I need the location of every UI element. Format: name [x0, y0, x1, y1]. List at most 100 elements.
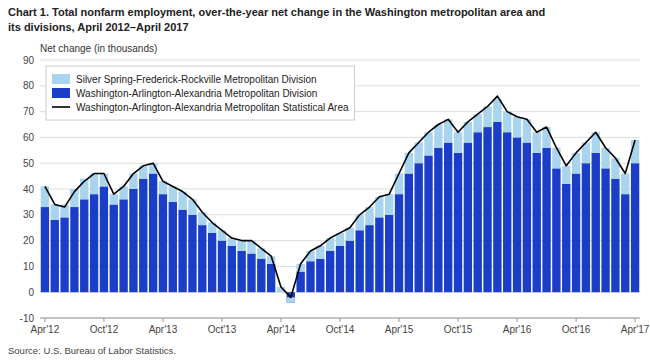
y-tick-label: 10 [23, 261, 35, 272]
bar [110, 204, 118, 292]
y-tick-label: 80 [23, 80, 35, 91]
y-tick-label: 40 [23, 184, 35, 195]
legend-label: Washington-Arlington-Alexandria Metropol… [76, 88, 317, 99]
bar [405, 153, 413, 174]
bar [80, 199, 88, 292]
bar [306, 251, 314, 261]
bar [621, 194, 629, 292]
bar [552, 168, 560, 292]
bar [611, 158, 619, 179]
bar [582, 163, 590, 292]
bar [41, 207, 49, 292]
bar [424, 155, 432, 292]
bar [267, 264, 275, 292]
bar [454, 153, 462, 292]
x-tick [44, 318, 45, 322]
y-tick-label: 0 [28, 287, 34, 298]
legend-label: Washington-Arlington-Alexandria Metropol… [76, 102, 349, 113]
x-tick-label: Apr'17 [621, 324, 650, 335]
legend-swatch [52, 74, 70, 84]
bar [178, 210, 186, 293]
bar [90, 194, 98, 292]
bar [355, 215, 363, 230]
legend-box [46, 66, 355, 120]
bar [188, 215, 196, 292]
bar [336, 246, 344, 292]
bar [316, 259, 324, 293]
bar [237, 241, 245, 251]
bar [572, 174, 580, 293]
y-tick-label: 20 [23, 235, 35, 246]
bar [444, 143, 452, 293]
bar [139, 179, 147, 293]
bar [51, 204, 59, 219]
grid-line [40, 60, 640, 61]
title: Chart 1. Total nonfarm employment, over-… [8, 6, 545, 18]
bar [533, 153, 541, 292]
bar [110, 194, 118, 204]
grid [40, 60, 640, 318]
x-tick [221, 318, 222, 322]
x-tick [399, 318, 400, 322]
bar [513, 137, 521, 292]
bar [159, 194, 167, 292]
bar [228, 246, 236, 292]
bar [306, 261, 314, 292]
y-tick-label: 70 [23, 106, 35, 117]
bar [395, 174, 403, 195]
x-tick-label: Oct'12 [90, 324, 119, 335]
bar [552, 148, 560, 169]
bar [415, 163, 423, 292]
bar [129, 189, 137, 292]
bar [100, 186, 108, 292]
legend-swatch [52, 106, 70, 108]
legend: Silver Spring-Frederick-Rockville Metrop… [46, 66, 355, 120]
x-tick [635, 318, 636, 322]
bar [365, 225, 373, 292]
x-tick [517, 318, 518, 322]
bar [375, 217, 383, 292]
x-tick [103, 318, 104, 322]
bar-series [41, 99, 640, 303]
legend-label: Silver Spring-Frederick-Rockville Metrop… [76, 74, 317, 85]
bar [149, 174, 157, 293]
bar [247, 254, 255, 293]
y-tick-label: 50 [23, 158, 35, 169]
bar [169, 202, 177, 292]
y-tick-label: 90 [23, 55, 35, 66]
x-tick-label: Oct'16 [562, 324, 591, 335]
bar [434, 148, 442, 292]
bar [542, 148, 550, 292]
bar [533, 132, 541, 153]
bar [434, 125, 442, 148]
marks [41, 96, 640, 302]
bar [237, 251, 245, 292]
y-tick-label: 30 [23, 209, 35, 220]
y-tick-label: -10 [20, 313, 35, 324]
bar [483, 127, 491, 292]
x-tick [340, 318, 341, 322]
bar [405, 174, 413, 293]
bar [218, 241, 226, 293]
x-tick-label: Oct'14 [326, 324, 355, 335]
x-tick [162, 318, 163, 322]
bar [70, 207, 78, 292]
y-tick-label: 60 [23, 132, 35, 143]
bar [346, 241, 354, 293]
bar [395, 194, 403, 292]
bar-series [41, 122, 640, 303]
bar [119, 199, 127, 292]
x-tick-label: Apr'12 [31, 324, 60, 335]
bar [493, 122, 501, 292]
x-tick [576, 318, 577, 322]
y-axis-label: Net change (in thousands) [40, 43, 157, 54]
bar [562, 166, 570, 184]
bar [257, 259, 265, 293]
bar [198, 225, 206, 292]
bar [621, 174, 629, 195]
bar [464, 143, 472, 293]
x-tick-label: Apr'13 [149, 324, 178, 335]
bar [355, 230, 363, 292]
bar [562, 184, 570, 292]
bar [631, 163, 639, 292]
